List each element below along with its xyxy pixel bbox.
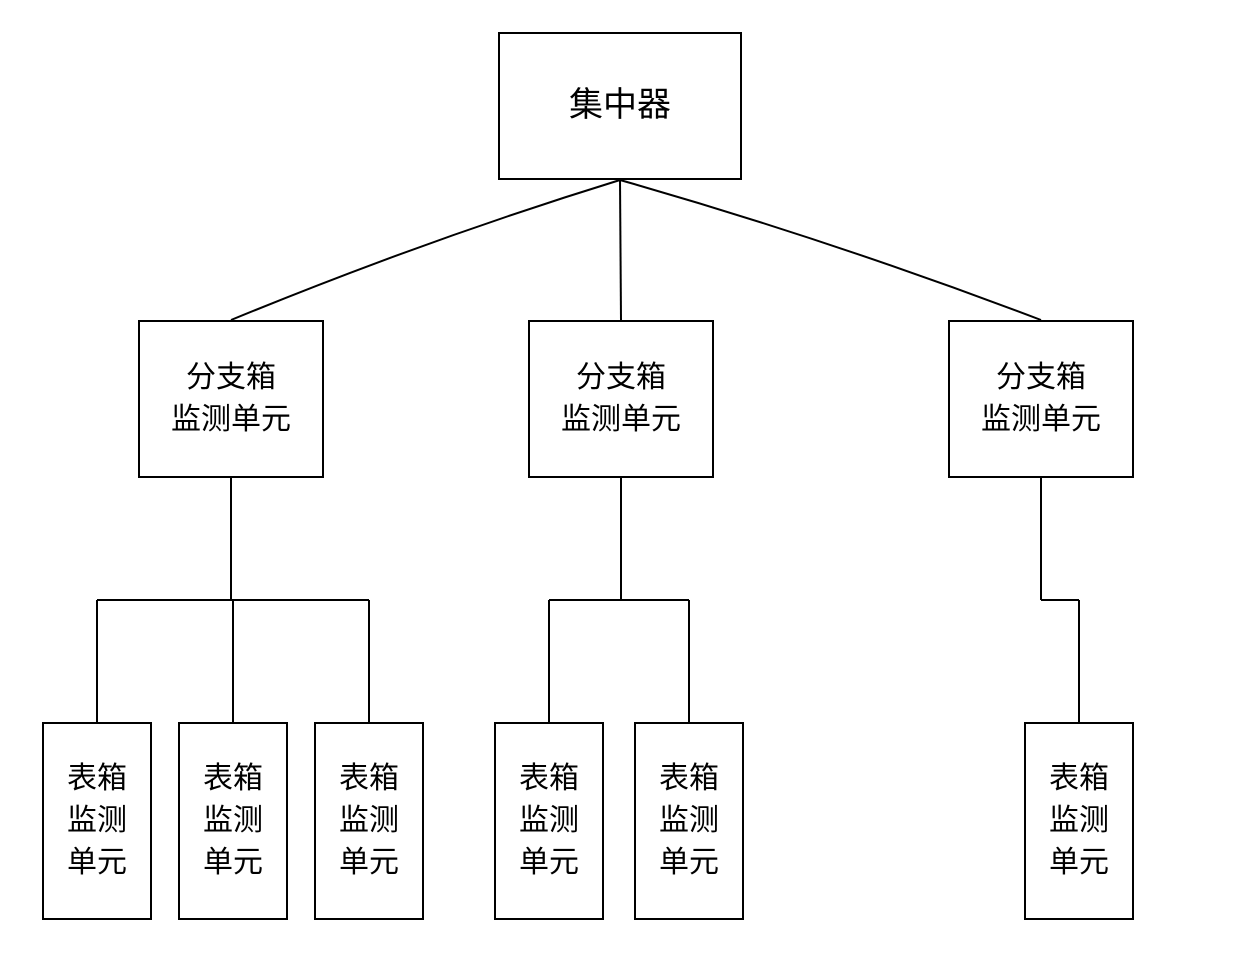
node-branch3: 分支箱 监测单元 — [948, 320, 1134, 478]
node-branch1: 分支箱 监测单元 — [138, 320, 324, 478]
node-label: 分支箱 监测单元 — [561, 357, 681, 441]
node-leaf2: 表箱 监测 单元 — [178, 722, 288, 920]
node-leaf3: 表箱 监测 单元 — [314, 722, 424, 920]
node-label: 表箱 监测 单元 — [67, 758, 127, 884]
node-leaf5: 表箱 监测 单元 — [634, 722, 744, 920]
node-leaf6: 表箱 监测 单元 — [1024, 722, 1134, 920]
node-label: 表箱 监测 单元 — [203, 758, 263, 884]
node-branch2: 分支箱 监测单元 — [528, 320, 714, 478]
node-label: 集中器 — [569, 82, 671, 130]
node-root: 集中器 — [498, 32, 742, 180]
node-label: 表箱 监测 单元 — [1049, 758, 1109, 884]
node-label: 分支箱 监测单元 — [981, 357, 1101, 441]
node-label: 表箱 监测 单元 — [519, 758, 579, 884]
node-leaf1: 表箱 监测 单元 — [42, 722, 152, 920]
node-label: 表箱 监测 单元 — [339, 758, 399, 884]
node-label: 分支箱 监测单元 — [171, 357, 291, 441]
diagram-canvas: 集中器分支箱 监测单元 分支箱 监测单元 分支箱 监测单元表箱 监测 单元 表箱 监测… — [0, 0, 1240, 955]
node-leaf4: 表箱 监测 单元 — [494, 722, 604, 920]
node-label: 表箱 监测 单元 — [659, 758, 719, 884]
